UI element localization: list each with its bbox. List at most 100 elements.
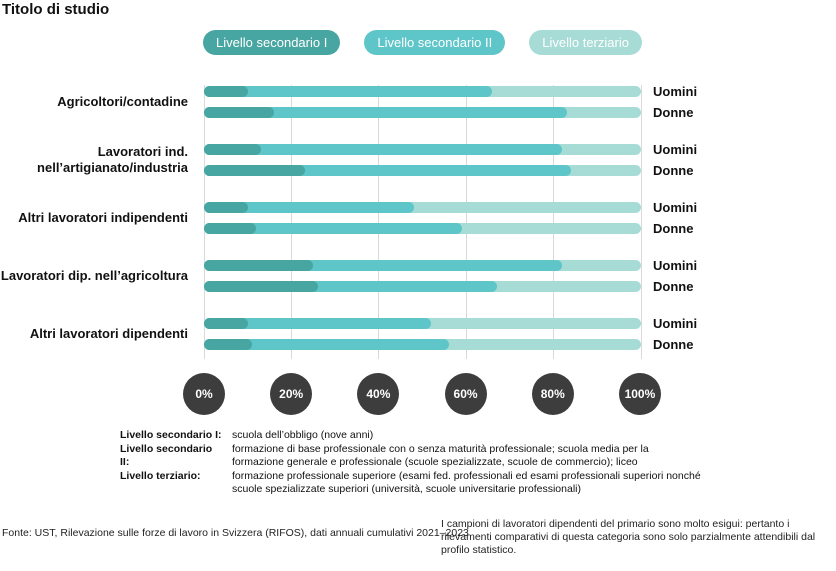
bar-row-donne: Donne	[204, 105, 697, 120]
bar-series-label: Donne	[653, 163, 694, 178]
segment-secondario-2	[204, 86, 493, 97]
stacked-bar	[204, 107, 641, 118]
segment-secondario-2	[204, 318, 432, 329]
group-bars: Uomini Donne	[204, 258, 698, 294]
footnotes: Livello secondario I: scuola dell’obbligo…	[120, 429, 702, 497]
group-bars: Uomini Donne	[204, 142, 698, 178]
segment-secondario-2	[204, 107, 567, 118]
gridline-60%	[465, 85, 467, 359]
group-bars: Uomini Donne	[204, 200, 698, 236]
axis-tick-20%: 20%	[270, 373, 313, 415]
statistical-note: I campioni di lavoratori dipendenti del …	[441, 518, 816, 556]
bar-row-uomini: Uomini	[204, 142, 698, 157]
axis-tick-label: 100%	[624, 387, 656, 401]
segment-secondario-1	[204, 339, 253, 350]
group-label: Altri lavoratori indipendenti	[18, 210, 188, 225]
bar-series-label: Donne	[653, 105, 694, 120]
segment-secondario-2	[204, 165, 572, 176]
footnote-term: Livello terziario:	[120, 469, 201, 482]
segment-secondario-2	[204, 281, 497, 292]
bar-series-label: Donne	[653, 221, 694, 236]
bar-groups: Agricoltori/contadine Uomini Donne Lavorato…	[0, 84, 836, 352]
page-title: Titolo di studio	[2, 1, 110, 18]
stacked-bar	[204, 223, 641, 234]
gridlines	[203, 85, 642, 359]
axis-tick-80%: 80%	[531, 373, 574, 415]
group-row: Agricoltori/contadine Uomini Donne	[0, 84, 836, 120]
segment-secondario-1	[204, 107, 274, 118]
axis-tick-label: 80%	[540, 387, 565, 401]
segment-secondario-1	[204, 318, 248, 329]
segment-secondario-1	[204, 86, 248, 97]
segment-terziario	[204, 202, 641, 213]
legend: Livello secondario I Livello secondario I…	[203, 30, 642, 55]
stacked-bar	[204, 165, 641, 176]
x-axis-ticks: 0% 20% 40% 60% 80% 100%	[183, 373, 661, 415]
bar-row-donne: Donne	[204, 163, 697, 178]
group-bars: Uomini Donne	[204, 316, 698, 352]
footnote-description: scuola dell’obbligo (nove anni)	[232, 429, 374, 441]
legend-pill-2: Livello secondario II	[364, 30, 506, 55]
bar-row-uomini: Uomini	[204, 200, 698, 215]
bar-series-label: Donne	[653, 337, 694, 352]
footnote-description: formazione di base professionale con o s…	[232, 442, 649, 469]
bar-row-uomini: Uomini	[204, 258, 698, 273]
stacked-bar	[204, 339, 641, 350]
gridline-20%	[290, 85, 292, 359]
segment-secondario-2	[204, 339, 449, 350]
segment-secondario-1	[204, 144, 261, 155]
segment-secondario-2	[204, 144, 563, 155]
footnote-term: Livello secondario I:	[120, 429, 222, 441]
stacked-bar	[204, 318, 641, 329]
footnote-term: Livello secondario II:	[120, 442, 213, 469]
bar-series-label: Uomini	[653, 316, 698, 331]
group-row: Altri lavoratori indipendenti Uomini Donne	[0, 200, 836, 236]
gridline-80%	[553, 85, 555, 359]
axis-tick-label: 60%	[453, 387, 478, 401]
axis-tick-label: 40%	[366, 387, 391, 401]
axis-tick-60%: 60%	[444, 373, 487, 415]
group-row: Altri lavoratori dipendenti Uomini Donne	[0, 316, 836, 352]
stacked-bar	[204, 260, 641, 271]
group-label: Altri lavoratori dipendenti	[29, 326, 188, 341]
group-row: Lavoratori dip. nell’agricoltura Uomini Do…	[0, 258, 836, 294]
segment-secondario-2	[204, 223, 462, 234]
bar-series-label: Donne	[653, 279, 694, 294]
bar-series-label: Uomini	[653, 142, 698, 157]
bar-series-label: Uomini	[653, 258, 698, 273]
bar-row-uomini: Uomini	[204, 84, 698, 99]
bar-series-label: Uomini	[653, 200, 698, 215]
segment-secondario-1	[204, 202, 248, 213]
segment-secondario-2	[204, 202, 414, 213]
axis-tick-label: 0%	[195, 387, 213, 401]
stacked-bar	[204, 281, 641, 292]
bar-row-uomini: Uomini	[204, 316, 698, 331]
stacked-bar	[204, 144, 641, 155]
bar-row-donne: Donne	[204, 279, 697, 294]
gridline-40%	[378, 85, 380, 359]
group-label: Lavoratori dip. nell’agricoltura	[0, 268, 188, 283]
gridline-100%	[640, 85, 642, 359]
segment-secondario-1	[204, 281, 318, 292]
stacked-bar	[204, 86, 641, 97]
source-text: Fonte: UST, Rilevazione sulle forze di l…	[2, 527, 469, 539]
legend-pill-3: Livello terziario	[529, 30, 642, 55]
segment-secondario-1	[204, 165, 305, 176]
segment-secondario-1	[204, 260, 314, 271]
stacked-bar	[204, 202, 641, 213]
axis-tick-0%: 0%	[183, 373, 225, 415]
axis-tick-40%: 40%	[357, 373, 400, 415]
bar-series-label: Uomini	[653, 84, 698, 99]
footnote-description: formazione professionale superiore (esam…	[232, 469, 701, 496]
group-label: Agricoltori/contadine	[57, 94, 188, 109]
group-bars: Uomini Donne	[204, 84, 698, 120]
legend-pill-1: Livello secondario I	[203, 30, 341, 55]
axis-tick-100%: 100%	[618, 373, 661, 415]
bar-row-donne: Donne	[204, 221, 697, 236]
gridline-0%	[203, 85, 205, 359]
segment-secondario-2	[204, 260, 563, 271]
group-label: Lavoratori ind. nell’artigianato/industr…	[37, 144, 188, 175]
group-row: Lavoratori ind. nell’artigianato/industr…	[0, 142, 836, 178]
axis-tick-label: 20%	[279, 387, 304, 401]
